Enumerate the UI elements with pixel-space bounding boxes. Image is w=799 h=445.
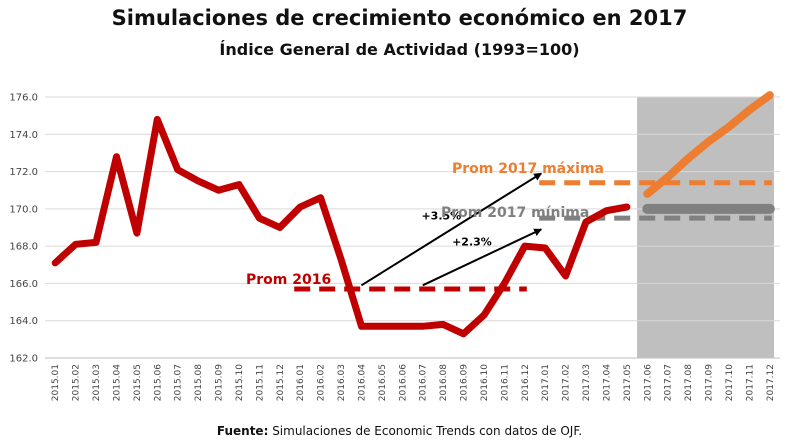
x-tick-label: 2015.04 (112, 364, 122, 401)
chart-title: Simulaciones de crecimiento económico en… (111, 6, 688, 30)
source-text: Simulaciones de Economic Trends con dato… (268, 424, 583, 438)
source-label: Fuente: (216, 424, 269, 438)
x-tick-label: 2015.01 (51, 364, 61, 401)
forecast-shaded-region (637, 97, 774, 358)
series-line (51, 115, 631, 338)
x-tick-label: 2016.11 (500, 364, 510, 401)
x-tick-label: 2015.11 (255, 364, 265, 401)
reference-line-label: Prom 2016 (246, 272, 331, 288)
y-axis: 162.0 164.0 166.0 168.0 170.0 172.0 174.0 176.0 (9, 93, 38, 365)
x-tick-label: 2017.03 (582, 364, 592, 401)
forecast-shade-rect (637, 97, 774, 358)
x-tick-label: 2016.01 (296, 364, 306, 401)
x-tick-label: 2017.12 (766, 364, 776, 401)
x-tick-label: 2016.07 (419, 364, 429, 401)
reference-line-label: Prom 2017 mínima (441, 205, 589, 221)
reference-lines (294, 180, 772, 292)
source-note: Fuente: Simulaciones de Economic Trends … (0, 424, 799, 438)
x-tick-label: 2017.06 (643, 364, 653, 401)
y-tick-label: 170.0 (9, 204, 38, 215)
x-tick-label: 2015.09 (215, 364, 225, 401)
x-tick-label: 2016.10 (480, 364, 490, 401)
x-tick-label: 2017.05 (623, 364, 633, 401)
x-tick-label: 2016.05 (378, 364, 388, 401)
chart-subtitle: Índice General de Actividad (1993=100) (219, 40, 580, 59)
y-tick-label: 176.0 (9, 93, 38, 104)
y-tick-label: 174.0 (9, 130, 38, 141)
x-tick-label: 2016.02 (317, 364, 327, 401)
y-tick-label: 164.0 (9, 316, 38, 327)
x-tick-label: 2017.09 (705, 364, 715, 401)
x-tick-label: 2015.05 (133, 364, 143, 401)
x-tick-label: 2016.03 (337, 364, 347, 401)
x-tick-label: 2016.04 (357, 364, 367, 401)
x-tick-label: 2017.01 (541, 364, 551, 401)
x-tick-label: 2016.12 (521, 364, 531, 401)
y-tick-label: 168.0 (9, 242, 38, 253)
chart-area: 162.0 164.0 166.0 168.0 170.0 172.0 174.0 176.0… (9, 91, 780, 401)
x-tick-label: 2015.03 (92, 364, 102, 401)
gridlines (45, 96, 780, 359)
x-tick-label: 2015.12 (276, 364, 286, 401)
series-line (643, 91, 774, 198)
y-tick-label: 162.0 (9, 354, 38, 365)
x-tick-label: 2017.07 (664, 364, 674, 401)
reference-line-label: Prom 2017 máxima (452, 161, 604, 177)
x-tick-label: 2017.10 (725, 364, 735, 401)
x-tick-label: 2015.02 (72, 364, 82, 401)
growth-arrow (422, 228, 543, 287)
x-axis: 2015.01 2015.02 2015.03 2015.04 2015.05 2015.… (51, 364, 776, 401)
y-tick-label: 166.0 (9, 279, 38, 290)
x-tick-label: 2017.04 (602, 364, 612, 401)
x-tick-label: 2015.08 (194, 364, 204, 401)
x-tick-label: 2016.08 (439, 364, 449, 401)
growth-label: +2.3% (452, 235, 492, 248)
x-tick-label: 2015.10 (235, 364, 245, 401)
growth-arrow (360, 172, 543, 287)
y-tick-label: 172.0 (9, 167, 38, 178)
growth-arrows (360, 172, 543, 287)
annotation-labels: +3.5% +2.3% Prom 2016 Prom 2017 máxima Prom … (246, 161, 604, 288)
series-lines (51, 91, 775, 338)
x-tick-label: 2017.02 (562, 364, 572, 401)
x-tick-label: 2015.06 (153, 364, 163, 401)
x-tick-label: 2017.08 (684, 364, 694, 401)
growth-label: +3.5% (421, 209, 461, 222)
x-tick-label: 2015.07 (174, 364, 184, 401)
x-tick-label: 2016.06 (398, 364, 408, 401)
x-tick-label: 2017.11 (745, 364, 755, 401)
x-tick-label: 2016.09 (460, 364, 470, 401)
